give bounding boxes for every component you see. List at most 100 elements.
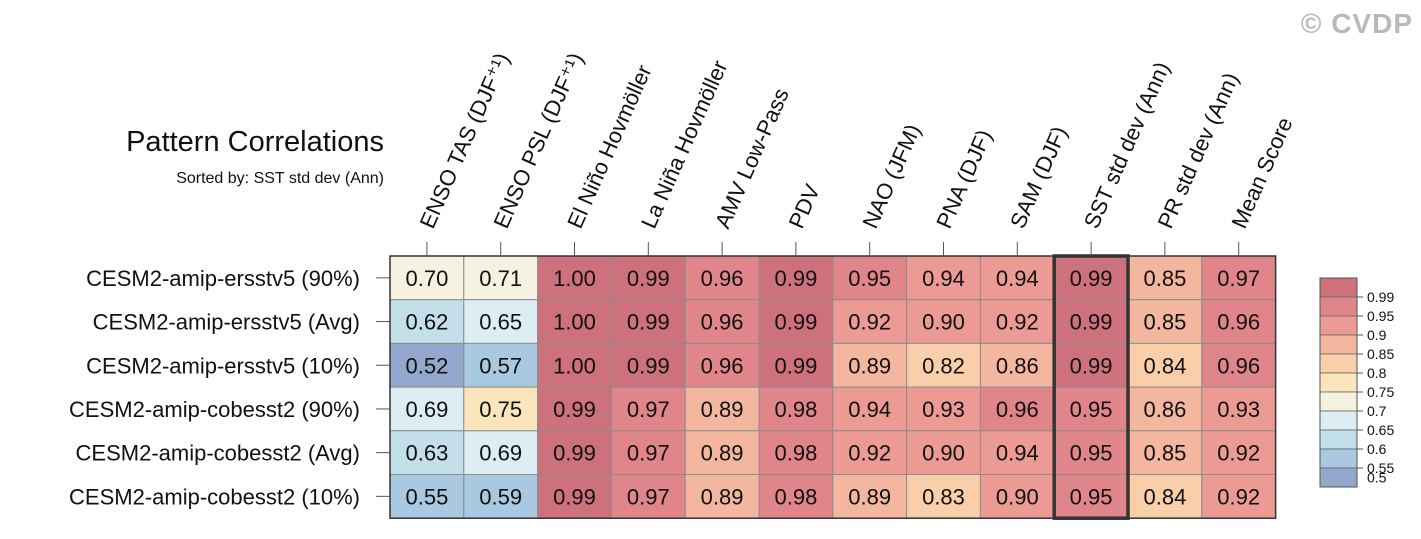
cell-value: 0.90 (922, 310, 965, 335)
heatmap-cell (758, 386, 834, 432)
heatmap-cell (1127, 430, 1203, 475)
cell-value: 0.92 (848, 441, 891, 466)
colorbar-label: 0.95 (1367, 308, 1394, 324)
heatmap-cell (684, 474, 760, 519)
column-label: PDV (784, 180, 825, 232)
heatmap-cell (1127, 255, 1203, 301)
heatmap-cell (1201, 430, 1277, 475)
cell-value: 0.98 (774, 441, 817, 466)
cell-value: 0.96 (996, 397, 1039, 422)
cell-value: 0.96 (1217, 310, 1260, 335)
cell-value: 0.98 (774, 397, 817, 422)
colorbar-label: 0.7 (1367, 403, 1387, 419)
cell-value: 0.99 (1070, 310, 1113, 335)
heatmap-cell (906, 430, 981, 475)
cell-value: 0.99 (774, 266, 817, 291)
heatmap-cell (610, 474, 686, 519)
heatmap-border (389, 255, 1277, 519)
row-label: CESM2-amip-ersstv5 (Avg) (93, 310, 360, 335)
colorbar-label: 0.8 (1367, 365, 1387, 381)
heatmap-cell (684, 299, 760, 344)
heatmap-cell (610, 430, 686, 475)
heatmap-cell (684, 430, 760, 475)
cell-value: 0.89 (701, 441, 744, 466)
heatmap-cell (1127, 386, 1203, 432)
heatmap-cell (1127, 474, 1203, 519)
colorbar-swatch (1319, 410, 1358, 431)
heatmap-cell (1053, 430, 1129, 475)
cell-value: 0.89 (848, 484, 891, 509)
cell-value: 0.84 (1143, 484, 1186, 509)
heatmap-cell (758, 474, 834, 519)
cell-value: 0.97 (627, 441, 670, 466)
cell-value: 0.90 (996, 484, 1039, 509)
column-label: AMV Low-Pass (710, 84, 794, 232)
colorbar-swatch (1319, 277, 1358, 298)
cell-value: 0.96 (1217, 353, 1260, 378)
heatmap-cell (832, 299, 908, 344)
colorbar-swatch (1319, 296, 1358, 317)
cell-value: 0.59 (479, 484, 522, 509)
cell-value: 0.85 (1143, 310, 1186, 335)
colorbar-label: 0.6 (1367, 441, 1387, 457)
cell-value: 0.57 (479, 353, 522, 378)
cvdp-watermark: © CVDP (1300, 8, 1413, 39)
colorbar-label: 0.55 (1367, 460, 1394, 476)
heatmap-cell (979, 474, 1055, 519)
cell-value: 0.84 (1143, 353, 1186, 378)
chart-title: Pattern Correlations (126, 126, 384, 158)
row-label: CESM2-amip-cobesst2 (Avg) (76, 441, 360, 466)
colorbar-swatch (1319, 372, 1358, 393)
heatmap-cell (906, 474, 981, 519)
colorbar-swatch (1319, 448, 1358, 469)
colorbar-border (1319, 277, 1358, 488)
cell-value: 0.92 (1217, 441, 1260, 466)
heatmap-cell (1127, 299, 1203, 344)
colorbar-label: 0.9 (1367, 327, 1387, 343)
cell-value: 0.70 (405, 266, 448, 291)
row-label: CESM2-amip-cobesst2 (90%) (69, 397, 360, 422)
cell-value: 1.00 (553, 310, 596, 335)
colorbar-swatch (1319, 353, 1358, 374)
column-label: Mean Score (1226, 113, 1297, 232)
cell-value: 0.95 (1070, 397, 1113, 422)
cell-value: 0.99 (627, 266, 670, 291)
cell-value: 0.92 (996, 310, 1039, 335)
cell-value: 0.55 (405, 484, 448, 509)
column-label: SAM (DJF) (1005, 123, 1072, 233)
colorbar-label: 0.85 (1367, 346, 1394, 362)
cell-value: 0.63 (405, 441, 448, 466)
cell-value: 0.94 (996, 266, 1039, 291)
heatmap-cell (389, 299, 465, 344)
heatmap-cell (1053, 474, 1129, 519)
heatmap-cell (1201, 255, 1277, 301)
cell-value: 0.93 (1217, 397, 1260, 422)
cell-value: 0.86 (996, 353, 1039, 378)
heatmap-cell (463, 474, 539, 519)
cell-value: 1.00 (553, 353, 596, 378)
cell-value: 0.65 (479, 310, 522, 335)
cell-value: 0.94 (848, 397, 891, 422)
heatmap-cell (389, 342, 465, 388)
heatmap-cell (979, 299, 1055, 344)
cell-value: 0.89 (701, 484, 744, 509)
row-label: CESM2-amip-cobesst2 (10%) (69, 484, 360, 509)
cell-value: 0.98 (774, 484, 817, 509)
cell-value: 0.52 (405, 353, 448, 378)
column-label: PR std dev (Ann) (1153, 69, 1244, 232)
cell-value: 0.89 (848, 353, 891, 378)
cell-value: 0.99 (627, 353, 670, 378)
heatmap-cell (537, 342, 612, 388)
heatmap-cell (758, 299, 834, 344)
cell-value: 0.99 (553, 484, 596, 509)
cell-value: 0.69 (405, 397, 448, 422)
cell-value: 0.97 (1217, 266, 1260, 291)
heatmap-cell (684, 386, 760, 432)
heatmap-cell (832, 386, 908, 432)
colorbar-swatch (1319, 429, 1358, 450)
cell-value: 0.71 (479, 266, 522, 291)
column-label: PNA (DJF) (931, 126, 997, 232)
cell-value: 0.75 (479, 397, 522, 422)
colorbar-swatch (1319, 334, 1358, 355)
